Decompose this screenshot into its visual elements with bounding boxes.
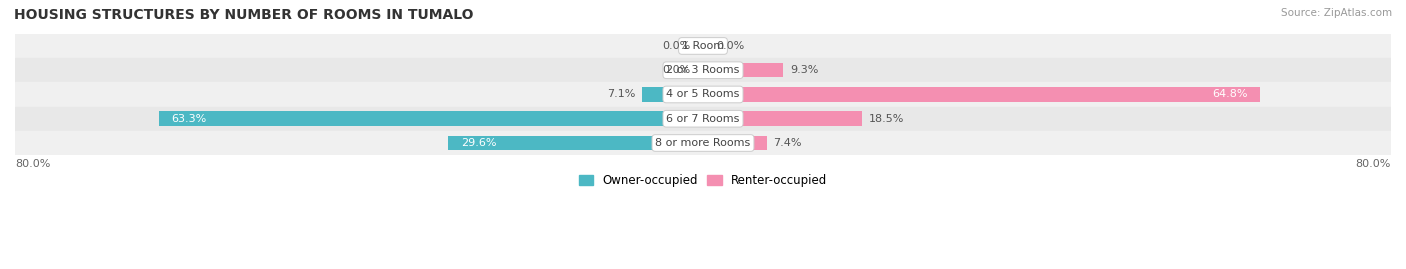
Bar bbox=[703, 111, 862, 126]
Text: 4 or 5 Rooms: 4 or 5 Rooms bbox=[666, 90, 740, 100]
Text: HOUSING STRUCTURES BY NUMBER OF ROOMS IN TUMALO: HOUSING STRUCTURES BY NUMBER OF ROOMS IN… bbox=[14, 8, 474, 22]
Text: 1 Room: 1 Room bbox=[682, 41, 724, 51]
Bar bbox=[15, 131, 1391, 155]
Text: 29.6%: 29.6% bbox=[461, 138, 496, 148]
Legend: Owner-occupied, Renter-occupied: Owner-occupied, Renter-occupied bbox=[574, 169, 832, 192]
Text: 80.0%: 80.0% bbox=[1355, 159, 1391, 169]
Text: 6 or 7 Rooms: 6 or 7 Rooms bbox=[666, 114, 740, 124]
Bar bbox=[15, 82, 1391, 107]
Text: 2 or 3 Rooms: 2 or 3 Rooms bbox=[666, 65, 740, 75]
Text: 0.0%: 0.0% bbox=[662, 41, 690, 51]
Bar bbox=[703, 87, 1260, 102]
Text: 64.8%: 64.8% bbox=[1212, 90, 1247, 100]
Bar bbox=[703, 63, 783, 77]
Text: 7.1%: 7.1% bbox=[606, 90, 636, 100]
Bar bbox=[159, 111, 703, 126]
Bar bbox=[449, 136, 703, 150]
Text: 80.0%: 80.0% bbox=[15, 159, 51, 169]
Bar bbox=[643, 87, 703, 102]
Bar bbox=[703, 136, 766, 150]
Text: Source: ZipAtlas.com: Source: ZipAtlas.com bbox=[1281, 8, 1392, 18]
Bar bbox=[15, 34, 1391, 58]
Text: 63.3%: 63.3% bbox=[172, 114, 207, 124]
Text: 7.4%: 7.4% bbox=[773, 138, 801, 148]
Text: 18.5%: 18.5% bbox=[869, 114, 904, 124]
Bar bbox=[15, 58, 1391, 82]
Text: 0.0%: 0.0% bbox=[716, 41, 744, 51]
Text: 0.0%: 0.0% bbox=[662, 65, 690, 75]
Text: 9.3%: 9.3% bbox=[790, 65, 818, 75]
Text: 8 or more Rooms: 8 or more Rooms bbox=[655, 138, 751, 148]
Bar bbox=[15, 107, 1391, 131]
